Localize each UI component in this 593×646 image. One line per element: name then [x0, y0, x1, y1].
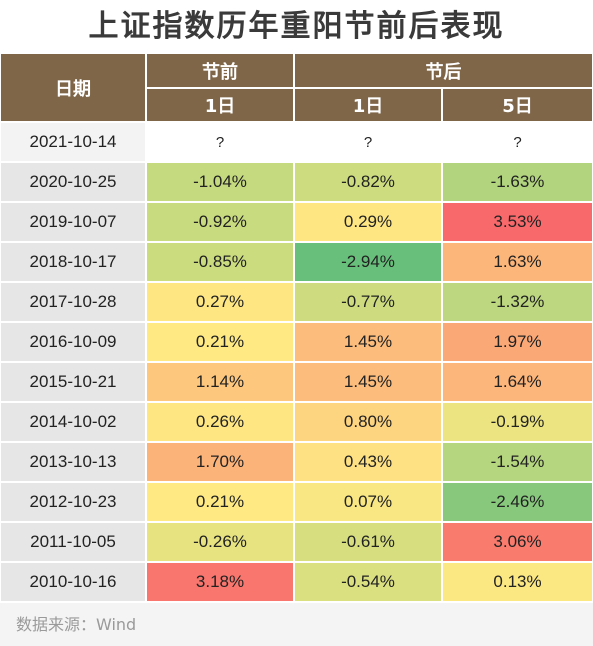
- date-cell: 2011-10-05: [1, 523, 147, 563]
- date-cell: 2017-10-28: [1, 283, 147, 323]
- before-1d-cell: -0.26%: [147, 523, 295, 563]
- after-5d-cell: 0.13%: [443, 563, 592, 603]
- table-row: 2012-10-23 0.21% 0.07% -2.46%: [1, 483, 592, 523]
- after-5d-cell: -1.63%: [443, 163, 592, 203]
- after-5d-header: 5日: [443, 89, 592, 123]
- table-row: 2015-10-21 1.14% 1.45% 1.64%: [1, 363, 592, 403]
- before-1d-cell: ?: [147, 123, 295, 163]
- after-1d-cell: -2.94%: [295, 243, 443, 283]
- table-row: 2016-10-09 0.21% 1.45% 1.97%: [1, 323, 592, 363]
- date-cell: 2019-10-07: [1, 203, 147, 243]
- after-1d-cell: -0.61%: [295, 523, 443, 563]
- after-holiday-header: 节后: [295, 54, 592, 89]
- after-1d-cell: 1.45%: [295, 323, 443, 363]
- data-source-note: 数据来源：Wind: [0, 603, 593, 646]
- after-1d-cell: -0.77%: [295, 283, 443, 323]
- date-cell: 2016-10-09: [1, 323, 147, 363]
- table-row: 2011-10-05 -0.26% -0.61% 3.06%: [1, 523, 592, 563]
- before-1d-cell: 3.18%: [147, 563, 295, 603]
- after-1d-cell: 1.45%: [295, 363, 443, 403]
- table-row: 2018-10-17 -0.85% -2.94% 1.63%: [1, 243, 592, 283]
- after-5d-cell: 3.06%: [443, 523, 592, 563]
- before-1d-cell: -1.04%: [147, 163, 295, 203]
- table-title: 上证指数历年重阳节前后表现: [88, 9, 505, 44]
- table-row: 2010-10-16 3.18% -0.54% 0.13%: [1, 563, 592, 603]
- after-1d-cell: -0.82%: [295, 163, 443, 203]
- table-row: 2017-10-28 0.27% -0.77% -1.32%: [1, 283, 592, 323]
- after-5d-cell: 1.63%: [443, 243, 592, 283]
- after-5d-cell: 1.97%: [443, 323, 592, 363]
- after-5d-cell: -0.19%: [443, 403, 592, 443]
- before-1d-cell: -0.92%: [147, 203, 295, 243]
- before-1d-cell: -0.85%: [147, 243, 295, 283]
- date-cell: 2014-10-02: [1, 403, 147, 443]
- table-row: 2014-10-02 0.26% 0.80% -0.19%: [1, 403, 592, 443]
- date-cell: 2018-10-17: [1, 243, 147, 283]
- before-1d-cell: 0.27%: [147, 283, 295, 323]
- before-holiday-header: 节前: [147, 54, 295, 89]
- date-cell: 2021-10-14: [1, 123, 147, 163]
- after-5d-cell: 1.64%: [443, 363, 592, 403]
- after-5d-cell: -1.54%: [443, 443, 592, 483]
- before-1d-cell: 1.14%: [147, 363, 295, 403]
- after-1d-header: 1日: [295, 89, 443, 123]
- after-1d-cell: 0.07%: [295, 483, 443, 523]
- after-5d-cell: -2.46%: [443, 483, 592, 523]
- before-1d-cell: 0.21%: [147, 483, 295, 523]
- before-1d-cell: 0.26%: [147, 403, 295, 443]
- date-cell: 2012-10-23: [1, 483, 147, 523]
- after-1d-cell: ?: [295, 123, 443, 163]
- date-cell: 2010-10-16: [1, 563, 147, 603]
- before-1d-cell: 1.70%: [147, 443, 295, 483]
- date-cell: 2015-10-21: [1, 363, 147, 403]
- date-cell: 2013-10-13: [1, 443, 147, 483]
- date-column-header: 日期: [1, 54, 147, 123]
- date-cell: 2020-10-25: [1, 163, 147, 203]
- after-5d-cell: ?: [443, 123, 592, 163]
- table-row: 2020-10-25 -1.04% -0.82% -1.63%: [1, 163, 592, 203]
- after-5d-cell: 3.53%: [443, 203, 592, 243]
- after-1d-cell: 0.29%: [295, 203, 443, 243]
- after-5d-cell: -1.32%: [443, 283, 592, 323]
- after-1d-cell: 0.80%: [295, 403, 443, 443]
- holiday-performance-table: 日期 节前 节后 1日 1日 5日 2021-10-14 ? ? ? 2020-…: [1, 54, 592, 603]
- before-1d-cell: 0.21%: [147, 323, 295, 363]
- table-row: 2019-10-07 -0.92% 0.29% 3.53%: [1, 203, 592, 243]
- table-row: 2013-10-13 1.70% 0.43% -1.54%: [1, 443, 592, 483]
- after-1d-cell: -0.54%: [295, 563, 443, 603]
- table-row: 2021-10-14 ? ? ?: [1, 123, 592, 163]
- before-1d-header: 1日: [147, 89, 295, 123]
- after-1d-cell: 0.43%: [295, 443, 443, 483]
